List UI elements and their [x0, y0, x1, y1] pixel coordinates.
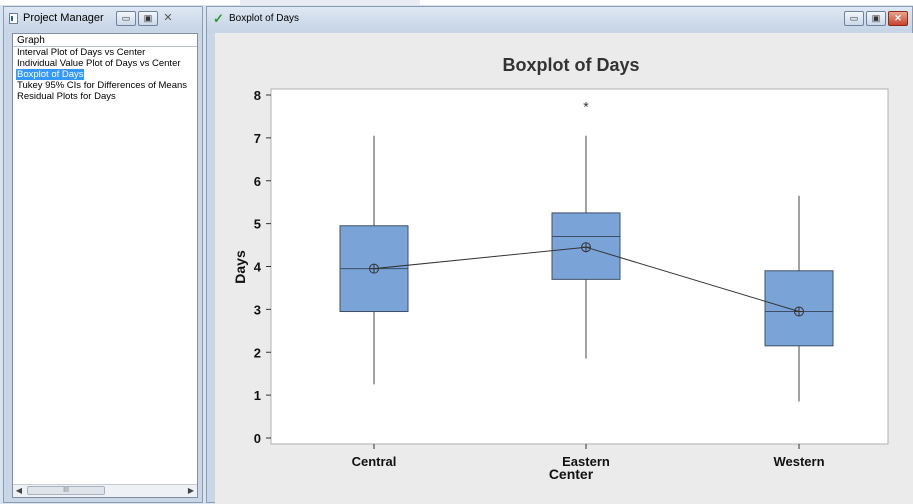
y-tick-label: 6	[254, 174, 261, 189]
maximize-icon: ▣	[143, 13, 153, 23]
top-strip-shade	[240, 0, 420, 5]
close-button[interactable]: ✕	[160, 11, 176, 26]
horizontal-scrollbar[interactable]: ◀ III ▶	[13, 484, 197, 497]
graph-tree: Interval Plot of Days vs Center Individu…	[16, 47, 197, 102]
maximize-icon: ▣	[871, 13, 881, 23]
boxplot-chart: Boxplot of Days Center Days 0 1 2 3 4 5 6 7 8 Cen…	[232, 55, 889, 482]
project-manager-titlebar[interactable]: Project Manager ▭ ▣ ✕	[4, 7, 202, 31]
y-tick-label: 3	[254, 302, 261, 317]
x-axis-label: Center	[549, 466, 594, 482]
y-tick-label: 4	[254, 260, 262, 275]
chart-title: Boxplot of Days	[502, 55, 639, 75]
minimize-icon: ▭	[121, 13, 131, 23]
graph-window-titlebar[interactable]: ✓ Boxplot of Days ▭ ▣ ✕	[207, 7, 912, 31]
y-tick-label: 5	[254, 217, 261, 232]
maximize-button[interactable]: ▣	[866, 11, 886, 26]
tree-item[interactable]: Tukey 95% CIs for Differences of Means	[17, 80, 188, 91]
close-button[interactable]: ✕	[888, 11, 908, 26]
tree-item[interactable]: Individual Value Plot of Days vs Center	[17, 58, 181, 69]
project-manager-content: Graph Interval Plot of Days vs Center In…	[12, 33, 198, 498]
close-icon: ✕	[894, 13, 902, 23]
y-tick-label: 2	[254, 345, 261, 360]
maximize-button[interactable]: ▣	[138, 11, 158, 26]
tree-item[interactable]: Interval Plot of Days vs Center	[17, 47, 146, 58]
tree-item[interactable]: Residual Plots for Days	[17, 91, 116, 102]
graph-window-title: Boxplot of Days	[229, 13, 300, 24]
x-tick-label: Eastern	[562, 454, 610, 469]
outlier-marker: *	[583, 99, 589, 115]
y-axis-label: Days	[232, 250, 248, 284]
project-manager-window: Project Manager ▭ ▣ ✕ Graph Interval Plo…	[3, 6, 203, 503]
tree-item-selected[interactable]: Boxplot of Days	[16, 69, 84, 80]
project-manager-title: Project Manager	[23, 12, 104, 24]
minimize-icon: ▭	[849, 13, 859, 23]
tree-header-graph[interactable]: Graph	[13, 34, 197, 47]
minimize-button[interactable]: ▭	[844, 11, 864, 26]
graph-window: ✓ Boxplot of Days ▭ ▣ ✕ Boxplot of Days …	[206, 6, 913, 504]
scroll-left-icon[interactable]: ◀	[15, 486, 23, 495]
scroll-thumb[interactable]: III	[27, 486, 105, 495]
project-manager-icon	[9, 13, 18, 24]
top-strip	[0, 0, 913, 5]
graph-canvas: Boxplot of Days Center Days 0 1 2 3 4 5 6 7 8 Cen…	[215, 33, 913, 504]
green-check-icon: ✓	[213, 11, 224, 26]
scroll-right-icon[interactable]: ▶	[187, 486, 195, 495]
y-tick-label: 8	[254, 88, 261, 103]
x-tick-label: Western	[773, 454, 824, 469]
minimize-button[interactable]: ▭	[116, 11, 136, 26]
y-tick-label: 7	[254, 131, 261, 146]
x-tick-label: Central	[352, 454, 397, 469]
close-icon: ✕	[163, 12, 173, 24]
y-tick-label: 0	[254, 431, 261, 446]
y-tick-label: 1	[254, 388, 261, 403]
